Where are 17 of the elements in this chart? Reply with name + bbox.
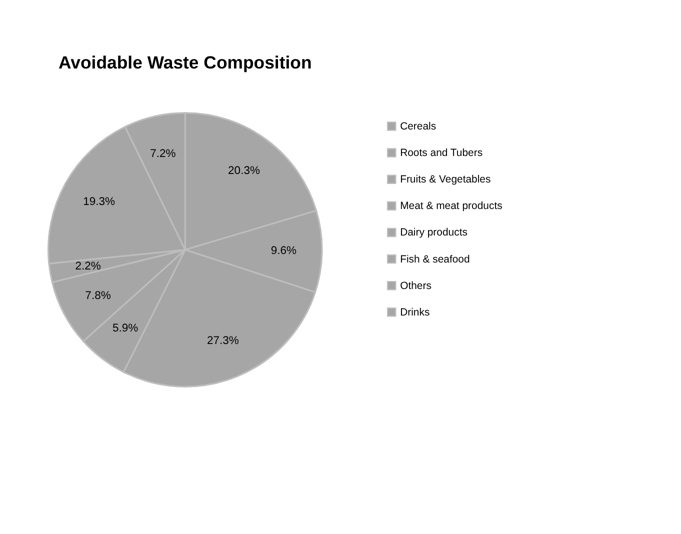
data-label: 2.2%	[75, 260, 101, 273]
chart-title: Avoidable Waste Composition	[58, 52, 312, 73]
data-label: 9.6%	[270, 245, 296, 258]
legend-label: Fruits & Vegetables	[400, 174, 491, 186]
legend-label: Roots and Tubers	[400, 148, 483, 160]
data-label: 19.3%	[83, 196, 115, 208]
legend-label: Fish & seafood	[400, 254, 470, 266]
legend-label: Others	[400, 280, 432, 292]
data-label: 27.3%	[207, 334, 239, 347]
data-label: 7.8%	[85, 290, 111, 302]
data-label: 5.9%	[112, 322, 138, 334]
legend-label: Meat & meat products	[400, 201, 502, 212]
legend-label: Cereals	[400, 121, 436, 132]
legend-label: Dairy products	[400, 228, 468, 239]
data-label: 7.2%	[150, 148, 176, 160]
legend-label: Drinks	[400, 307, 430, 318]
data-label: 20.3%	[228, 164, 260, 177]
